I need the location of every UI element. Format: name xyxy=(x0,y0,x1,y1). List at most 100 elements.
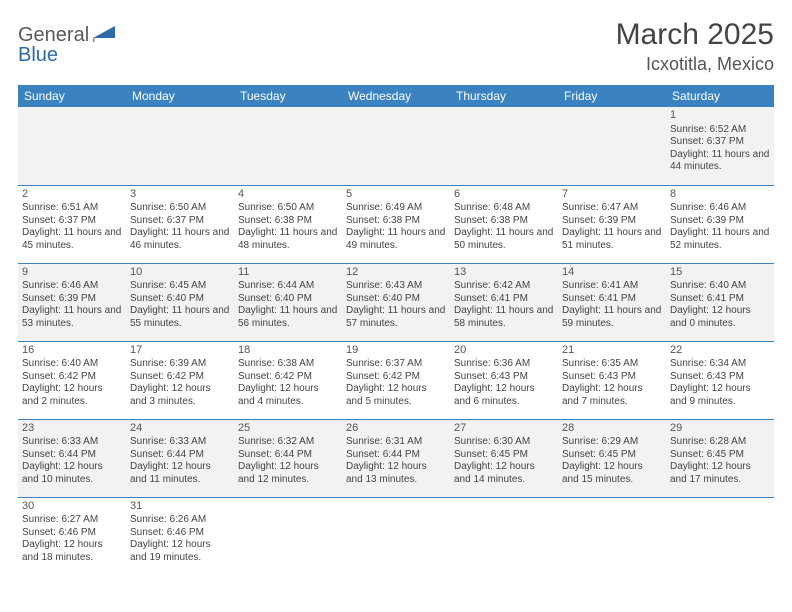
location: Icxotitla, Mexico xyxy=(616,54,774,75)
daylight-text: Daylight: 11 hours and 51 minutes. xyxy=(562,227,662,252)
day-number: 17 xyxy=(130,344,230,358)
sunset-text: Sunset: 6:37 PM xyxy=(22,215,122,228)
sunset-text: Sunset: 6:38 PM xyxy=(238,215,338,228)
daylight-text: Daylight: 12 hours and 6 minutes. xyxy=(454,383,554,408)
day-header: Friday xyxy=(558,85,666,107)
daylight-text: Daylight: 11 hours and 55 minutes. xyxy=(130,305,230,330)
calendar-cell: 16Sunrise: 6:40 AMSunset: 6:42 PMDayligh… xyxy=(18,341,126,419)
sunrise-text: Sunrise: 6:28 AM xyxy=(670,436,770,449)
calendar-cell xyxy=(234,107,342,185)
sunset-text: Sunset: 6:44 PM xyxy=(238,449,338,462)
daylight-text: Daylight: 11 hours and 53 minutes. xyxy=(22,305,122,330)
daylight-text: Daylight: 12 hours and 17 minutes. xyxy=(670,461,770,486)
daylight-text: Daylight: 11 hours and 49 minutes. xyxy=(346,227,446,252)
calendar-cell: 19Sunrise: 6:37 AMSunset: 6:42 PMDayligh… xyxy=(342,341,450,419)
calendar-cell: 9Sunrise: 6:46 AMSunset: 6:39 PMDaylight… xyxy=(18,263,126,341)
calendar-cell: 31Sunrise: 6:26 AMSunset: 6:46 PMDayligh… xyxy=(126,497,234,575)
daylight-text: Daylight: 12 hours and 0 minutes. xyxy=(670,305,770,330)
day-number: 12 xyxy=(346,266,446,280)
sunset-text: Sunset: 6:42 PM xyxy=(22,371,122,384)
calendar-cell xyxy=(234,497,342,575)
sunset-text: Sunset: 6:37 PM xyxy=(130,215,230,228)
calendar-cell: 21Sunrise: 6:35 AMSunset: 6:43 PMDayligh… xyxy=(558,341,666,419)
calendar-cell xyxy=(18,107,126,185)
calendar-cell xyxy=(342,107,450,185)
day-number: 22 xyxy=(670,344,770,358)
daylight-text: Daylight: 11 hours and 57 minutes. xyxy=(346,305,446,330)
sunset-text: Sunset: 6:45 PM xyxy=(670,449,770,462)
calendar-cell: 15Sunrise: 6:40 AMSunset: 6:41 PMDayligh… xyxy=(666,263,774,341)
daylight-text: Daylight: 12 hours and 13 minutes. xyxy=(346,461,446,486)
sunrise-text: Sunrise: 6:46 AM xyxy=(22,280,122,293)
daylight-text: Daylight: 12 hours and 5 minutes. xyxy=(346,383,446,408)
sunrise-text: Sunrise: 6:39 AM xyxy=(130,358,230,371)
header: General March 2025 Icxotitla, Mexico xyxy=(18,18,774,75)
calendar-week-row: 2Sunrise: 6:51 AMSunset: 6:37 PMDaylight… xyxy=(18,185,774,263)
sunrise-text: Sunrise: 6:51 AM xyxy=(22,202,122,215)
daylight-text: Daylight: 12 hours and 2 minutes. xyxy=(22,383,122,408)
calendar-cell: 25Sunrise: 6:32 AMSunset: 6:44 PMDayligh… xyxy=(234,419,342,497)
sunrise-text: Sunrise: 6:38 AM xyxy=(238,358,338,371)
day-number: 21 xyxy=(562,344,662,358)
sunrise-text: Sunrise: 6:30 AM xyxy=(454,436,554,449)
sunset-text: Sunset: 6:39 PM xyxy=(562,215,662,228)
day-number: 4 xyxy=(238,188,338,202)
sunrise-text: Sunrise: 6:46 AM xyxy=(670,202,770,215)
calendar-cell: 11Sunrise: 6:44 AMSunset: 6:40 PMDayligh… xyxy=(234,263,342,341)
sunset-text: Sunset: 6:42 PM xyxy=(130,371,230,384)
sunrise-text: Sunrise: 6:26 AM xyxy=(130,514,230,527)
calendar-cell: 24Sunrise: 6:33 AMSunset: 6:44 PMDayligh… xyxy=(126,419,234,497)
calendar-cell: 7Sunrise: 6:47 AMSunset: 6:39 PMDaylight… xyxy=(558,185,666,263)
daylight-text: Daylight: 11 hours and 46 minutes. xyxy=(130,227,230,252)
calendar-table: Sunday Monday Tuesday Wednesday Thursday… xyxy=(18,85,774,575)
sunset-text: Sunset: 6:45 PM xyxy=(454,449,554,462)
sunrise-text: Sunrise: 6:33 AM xyxy=(130,436,230,449)
day-number: 31 xyxy=(130,500,230,514)
sunset-text: Sunset: 6:41 PM xyxy=(454,293,554,306)
sunrise-text: Sunrise: 6:36 AM xyxy=(454,358,554,371)
daylight-text: Daylight: 11 hours and 44 minutes. xyxy=(670,149,770,174)
sunrise-text: Sunrise: 6:27 AM xyxy=(22,514,122,527)
daylight-text: Daylight: 12 hours and 18 minutes. xyxy=(22,539,122,564)
sunrise-text: Sunrise: 6:35 AM xyxy=(562,358,662,371)
calendar-cell: 12Sunrise: 6:43 AMSunset: 6:40 PMDayligh… xyxy=(342,263,450,341)
calendar-cell: 18Sunrise: 6:38 AMSunset: 6:42 PMDayligh… xyxy=(234,341,342,419)
sunrise-text: Sunrise: 6:43 AM xyxy=(346,280,446,293)
day-number: 9 xyxy=(22,266,122,280)
daylight-text: Daylight: 12 hours and 4 minutes. xyxy=(238,383,338,408)
day-number: 26 xyxy=(346,422,446,436)
calendar-week-row: 16Sunrise: 6:40 AMSunset: 6:42 PMDayligh… xyxy=(18,341,774,419)
day-number: 5 xyxy=(346,188,446,202)
sunrise-text: Sunrise: 6:45 AM xyxy=(130,280,230,293)
calendar-week-row: 30Sunrise: 6:27 AMSunset: 6:46 PMDayligh… xyxy=(18,497,774,575)
sunrise-text: Sunrise: 6:41 AM xyxy=(562,280,662,293)
day-number: 25 xyxy=(238,422,338,436)
calendar-cell: 2Sunrise: 6:51 AMSunset: 6:37 PMDaylight… xyxy=(18,185,126,263)
day-number: 15 xyxy=(670,266,770,280)
sunset-text: Sunset: 6:43 PM xyxy=(562,371,662,384)
daylight-text: Daylight: 12 hours and 19 minutes. xyxy=(130,539,230,564)
daylight-text: Daylight: 11 hours and 50 minutes. xyxy=(454,227,554,252)
day-number: 30 xyxy=(22,500,122,514)
daylight-text: Daylight: 11 hours and 45 minutes. xyxy=(22,227,122,252)
sunset-text: Sunset: 6:46 PM xyxy=(22,527,122,540)
sunset-text: Sunset: 6:38 PM xyxy=(346,215,446,228)
day-header: Thursday xyxy=(450,85,558,107)
sunrise-text: Sunrise: 6:34 AM xyxy=(670,358,770,371)
day-number: 1 xyxy=(670,109,770,123)
day-number: 8 xyxy=(670,188,770,202)
calendar-cell: 30Sunrise: 6:27 AMSunset: 6:46 PMDayligh… xyxy=(18,497,126,575)
daylight-text: Daylight: 12 hours and 9 minutes. xyxy=(670,383,770,408)
sunset-text: Sunset: 6:43 PM xyxy=(670,371,770,384)
sunset-text: Sunset: 6:38 PM xyxy=(454,215,554,228)
sunrise-text: Sunrise: 6:50 AM xyxy=(130,202,230,215)
daylight-text: Daylight: 11 hours and 58 minutes. xyxy=(454,305,554,330)
day-number: 6 xyxy=(454,188,554,202)
calendar-cell: 8Sunrise: 6:46 AMSunset: 6:39 PMDaylight… xyxy=(666,185,774,263)
calendar-week-row: 9Sunrise: 6:46 AMSunset: 6:39 PMDaylight… xyxy=(18,263,774,341)
sunrise-text: Sunrise: 6:48 AM xyxy=(454,202,554,215)
day-number: 11 xyxy=(238,266,338,280)
day-number: 16 xyxy=(22,344,122,358)
calendar-cell xyxy=(558,497,666,575)
brand-name-2: Blue xyxy=(18,44,58,67)
